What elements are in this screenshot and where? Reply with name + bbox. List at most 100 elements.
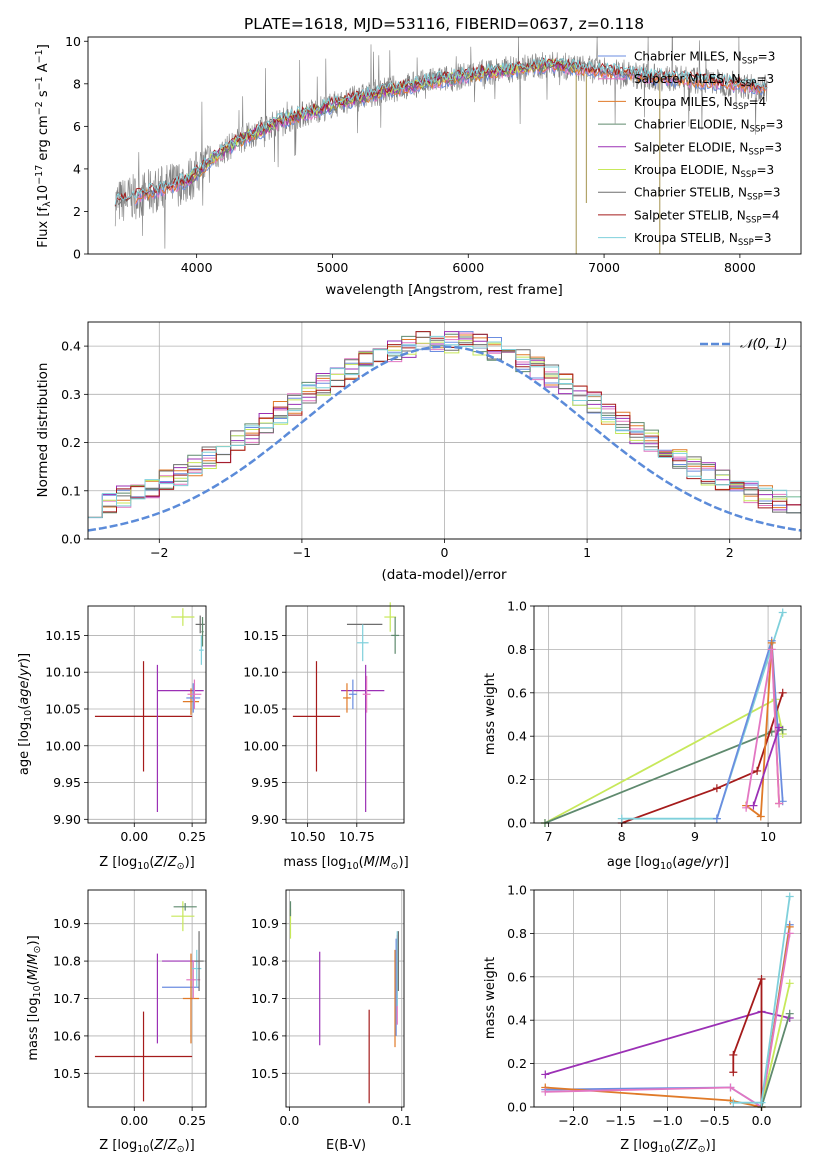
mass-vs-ebv-series-layer: [289, 901, 399, 1104]
spectrum-legend-label-3: Chabrier ELODIE, NSSP=3: [634, 118, 783, 135]
mass_weight_vs_Z-xtick-label-0: −2.0: [558, 1113, 588, 1128]
mass_weight_vs_age-marker-4-0: [712, 814, 721, 823]
mass_weight_vs_Z-xtick-label-2: −1.0: [652, 1113, 682, 1128]
mass_weight_vs_age-xtick-label-2: 9: [691, 829, 699, 844]
age_vs_mass-ytick-label-3: 10.05: [243, 701, 279, 716]
residuals-panel: 𝒩(0, 1) (data-model)/error Normed distri…: [35, 321, 802, 583]
age_vs_Z-xtick-label-0: 0.00: [120, 829, 148, 844]
mass_vs_ebv-frame: [285, 889, 405, 1108]
mass_weight_vs_age-series-salpeter-elodie: [752, 727, 780, 806]
mass_weight_vs_age-marker-2-1: [712, 784, 721, 793]
mass_weight_vs_age-series-chabrier-elodie: [544, 728, 783, 824]
residuals-grid: [88, 322, 801, 540]
mass-vs-ebv-xlabel: E(B-V): [326, 1138, 366, 1153]
age_vs_mass-xtick-label-1: 10.75: [339, 829, 375, 844]
mass_weight_vs_age-marker-3-0: [617, 814, 626, 823]
mass_vs_ebv-xtick-label-0: 0.0: [279, 1113, 299, 1128]
spectrum-series-layer: [114, 36, 768, 254]
residuals-ytick-label-4: 0.4: [61, 339, 81, 354]
age_vs_mass-ytick-label-4: 10.10: [243, 665, 279, 680]
mass_weight_vs_Z-marker-4-0: [729, 1068, 738, 1077]
age-vs-mass-panel: mass [log10(M/M⊙)] 10.50 10.75 9.90 9.95 10.…: [243, 602, 409, 872]
mass_weight_vs_Z-series-chabrier-elodie: [760, 1013, 791, 1108]
mass_weight_vs_age-marker-2-3: [778, 688, 787, 697]
mass-vs-z-xlabel: Z [log10(Z/Z⊙)]: [99, 1138, 194, 1155]
spectrum-ytick-label-2: 4: [73, 161, 81, 176]
residuals-xtick-label-0: −2: [150, 545, 168, 560]
mass_weight_vs_age-ytick-label-0: 0.0: [507, 816, 527, 831]
mass_weight_vs_Z-xtick-label-1: −1.5: [605, 1113, 635, 1128]
mass-vs-z-panel: Z [log10(Z/Z⊙)] mass [log10(M/M⊙)] 0.00 0…: [26, 889, 207, 1155]
spectrum-legend-label-0: Chabrier MILES, NSSP=3: [634, 50, 775, 67]
mass_vs_Z-xtick-label-1: 0.25: [178, 1113, 206, 1128]
residuals-xlabel: (data-model)/error: [381, 567, 507, 583]
residuals-ytick-label-0: 0.0: [61, 532, 81, 547]
spectrum-legend-label-8: Kroupa STELIB, NSSP=3: [634, 231, 772, 248]
mass_weight_vs_Z-marker-7-2: [785, 892, 794, 901]
mass_weight_vs_age-marker-2-2: [753, 766, 762, 775]
mass_weight_vs_age-marker-1-2: [778, 725, 787, 734]
mass_vs_Z-ytick-label-3: 10.8: [53, 954, 81, 969]
mass_vs_ebv-xtick-label-1: 0.1: [392, 1113, 412, 1128]
age_vs_Z-ytick-label-0: 9.90: [53, 812, 81, 827]
mass_weight_vs_age-series-salpeter-stelib: [621, 692, 784, 824]
mass_weight_vs_Z-xtick-label-3: −0.5: [699, 1113, 729, 1128]
mass_weight_vs_age-ytick-label-4: 0.8: [507, 642, 527, 657]
spectrum-legend-label-6: Chabrier STELIB, NSSP=3: [634, 186, 781, 203]
spectrum-ytick-label-3: 6: [73, 119, 81, 134]
mass_vs_ebv-ytick-label-0: 10.5: [251, 1066, 279, 1081]
mass_vs_ebv-ytick-label-4: 10.9: [251, 916, 279, 931]
mass_weight_vs_age-marker-6-0: [742, 803, 751, 812]
mass-weight-vs-age-ylabel: mass weight: [483, 673, 498, 755]
mass_weight_vs_Z-ytick-label-1: 0.2: [507, 1056, 527, 1071]
mass_weight_vs_Z-frame: [533, 889, 802, 1108]
mass-weight-vs-z-series-layer: [541, 892, 794, 1111]
residuals-frame: [87, 321, 802, 540]
mass_weight_vs_Z-marker-3-1: [726, 1083, 735, 1092]
spectrum-ytick-label-5: 10: [65, 34, 81, 49]
mass_weight_vs_Z-marker-5-1: [785, 979, 794, 988]
mass_weight_vs_age-marker-5-1: [756, 812, 765, 821]
residuals-legend: 𝒩(0, 1): [700, 337, 787, 352]
spectrum-legend-label-2: Kroupa MILES, NSSP=4: [634, 95, 766, 112]
spectrum-xtick-label-2: 6000: [452, 260, 484, 275]
mass_weight_vs_Z-ytick-label-5: 1.0: [507, 883, 527, 898]
gauss-legend-label: 𝒩(0, 1): [740, 337, 787, 352]
spectrum-legend-label-7: Salpeter STELIB, NSSP=4: [634, 208, 779, 225]
mass-weight-vs-z-ylabel: mass weight: [483, 957, 498, 1039]
mass_weight_vs_age-marker-6-1: [767, 645, 776, 654]
mass_weight_vs_age-ytick-label-1: 0.2: [507, 772, 527, 787]
model-fit-salpeter-elodie: [182, 60, 576, 188]
mass_weight_vs_age-marker-7-0: [749, 801, 758, 810]
age_vs_mass-grid: [286, 606, 404, 823]
mass_weight_vs_Z-marker-3-0: [541, 1087, 550, 1096]
age-vs-z-panel: Z [log10(Z/Z⊙)] age [log10(age/yr)] 0.00…: [17, 605, 207, 872]
mass_weight_vs_Z-ytick-label-2: 0.4: [507, 1013, 527, 1028]
figure-title: PLATE=1618, MJD=53116, FIBERID=0637, z=0…: [244, 15, 644, 33]
age_vs_Z-grid: [88, 606, 206, 823]
mass_vs_Z-ytick-label-4: 10.9: [53, 916, 81, 931]
spectrum-ylabel: Flux [fλ10−17 erg cm−2 s−1 A−1]: [34, 44, 53, 248]
mass_weight_vs_age-marker-4-2: [778, 797, 787, 806]
age-vs-z-ylabel: age [log10(age/yr)]: [17, 653, 34, 775]
spectrum-legend: Chabrier MILES, NSSP=3 Salpeter MILES, NS…: [598, 50, 783, 248]
mass_weight_vs_age-frame: [533, 605, 802, 824]
spectrum-ytick-label-1: 2: [73, 204, 81, 219]
mass_vs_Z-ytick-label-0: 10.5: [53, 1066, 81, 1081]
mass_vs_Z-ytick-label-1: 10.6: [53, 1028, 81, 1043]
mass_weight_vs_Z-marker-3-3: [785, 929, 794, 938]
mass-weight-vs-age-series-layer: [540, 608, 787, 827]
spectrum-panel: Chabrier MILES, NSSP=3 Salpeter MILES, NS…: [34, 34, 802, 298]
mass_weight_vs_Z-series-salpeter-stelib: [732, 978, 763, 1107]
spectrum-xtick-label-1: 5000: [317, 260, 349, 275]
spectrum-frame: [87, 36, 802, 255]
age-vs-z-xlabel: Z [log10(Z/Z⊙)]: [99, 855, 194, 872]
residuals-series-layer: [87, 331, 802, 532]
residuals-ytick-label-3: 0.3: [61, 387, 81, 402]
mass_weight_vs_age-xtick-label-3: 10: [760, 829, 776, 844]
mass_vs_ebv-grid: [286, 890, 404, 1107]
mass_weight_vs_Z-marker-4-2: [757, 974, 766, 983]
mass_weight_vs_Z-ytick-label-3: 0.6: [507, 969, 527, 984]
mass_weight_vs_Z-ytick-label-4: 0.8: [507, 926, 527, 941]
age_vs_Z-ytick-label-1: 9.95: [53, 775, 81, 790]
